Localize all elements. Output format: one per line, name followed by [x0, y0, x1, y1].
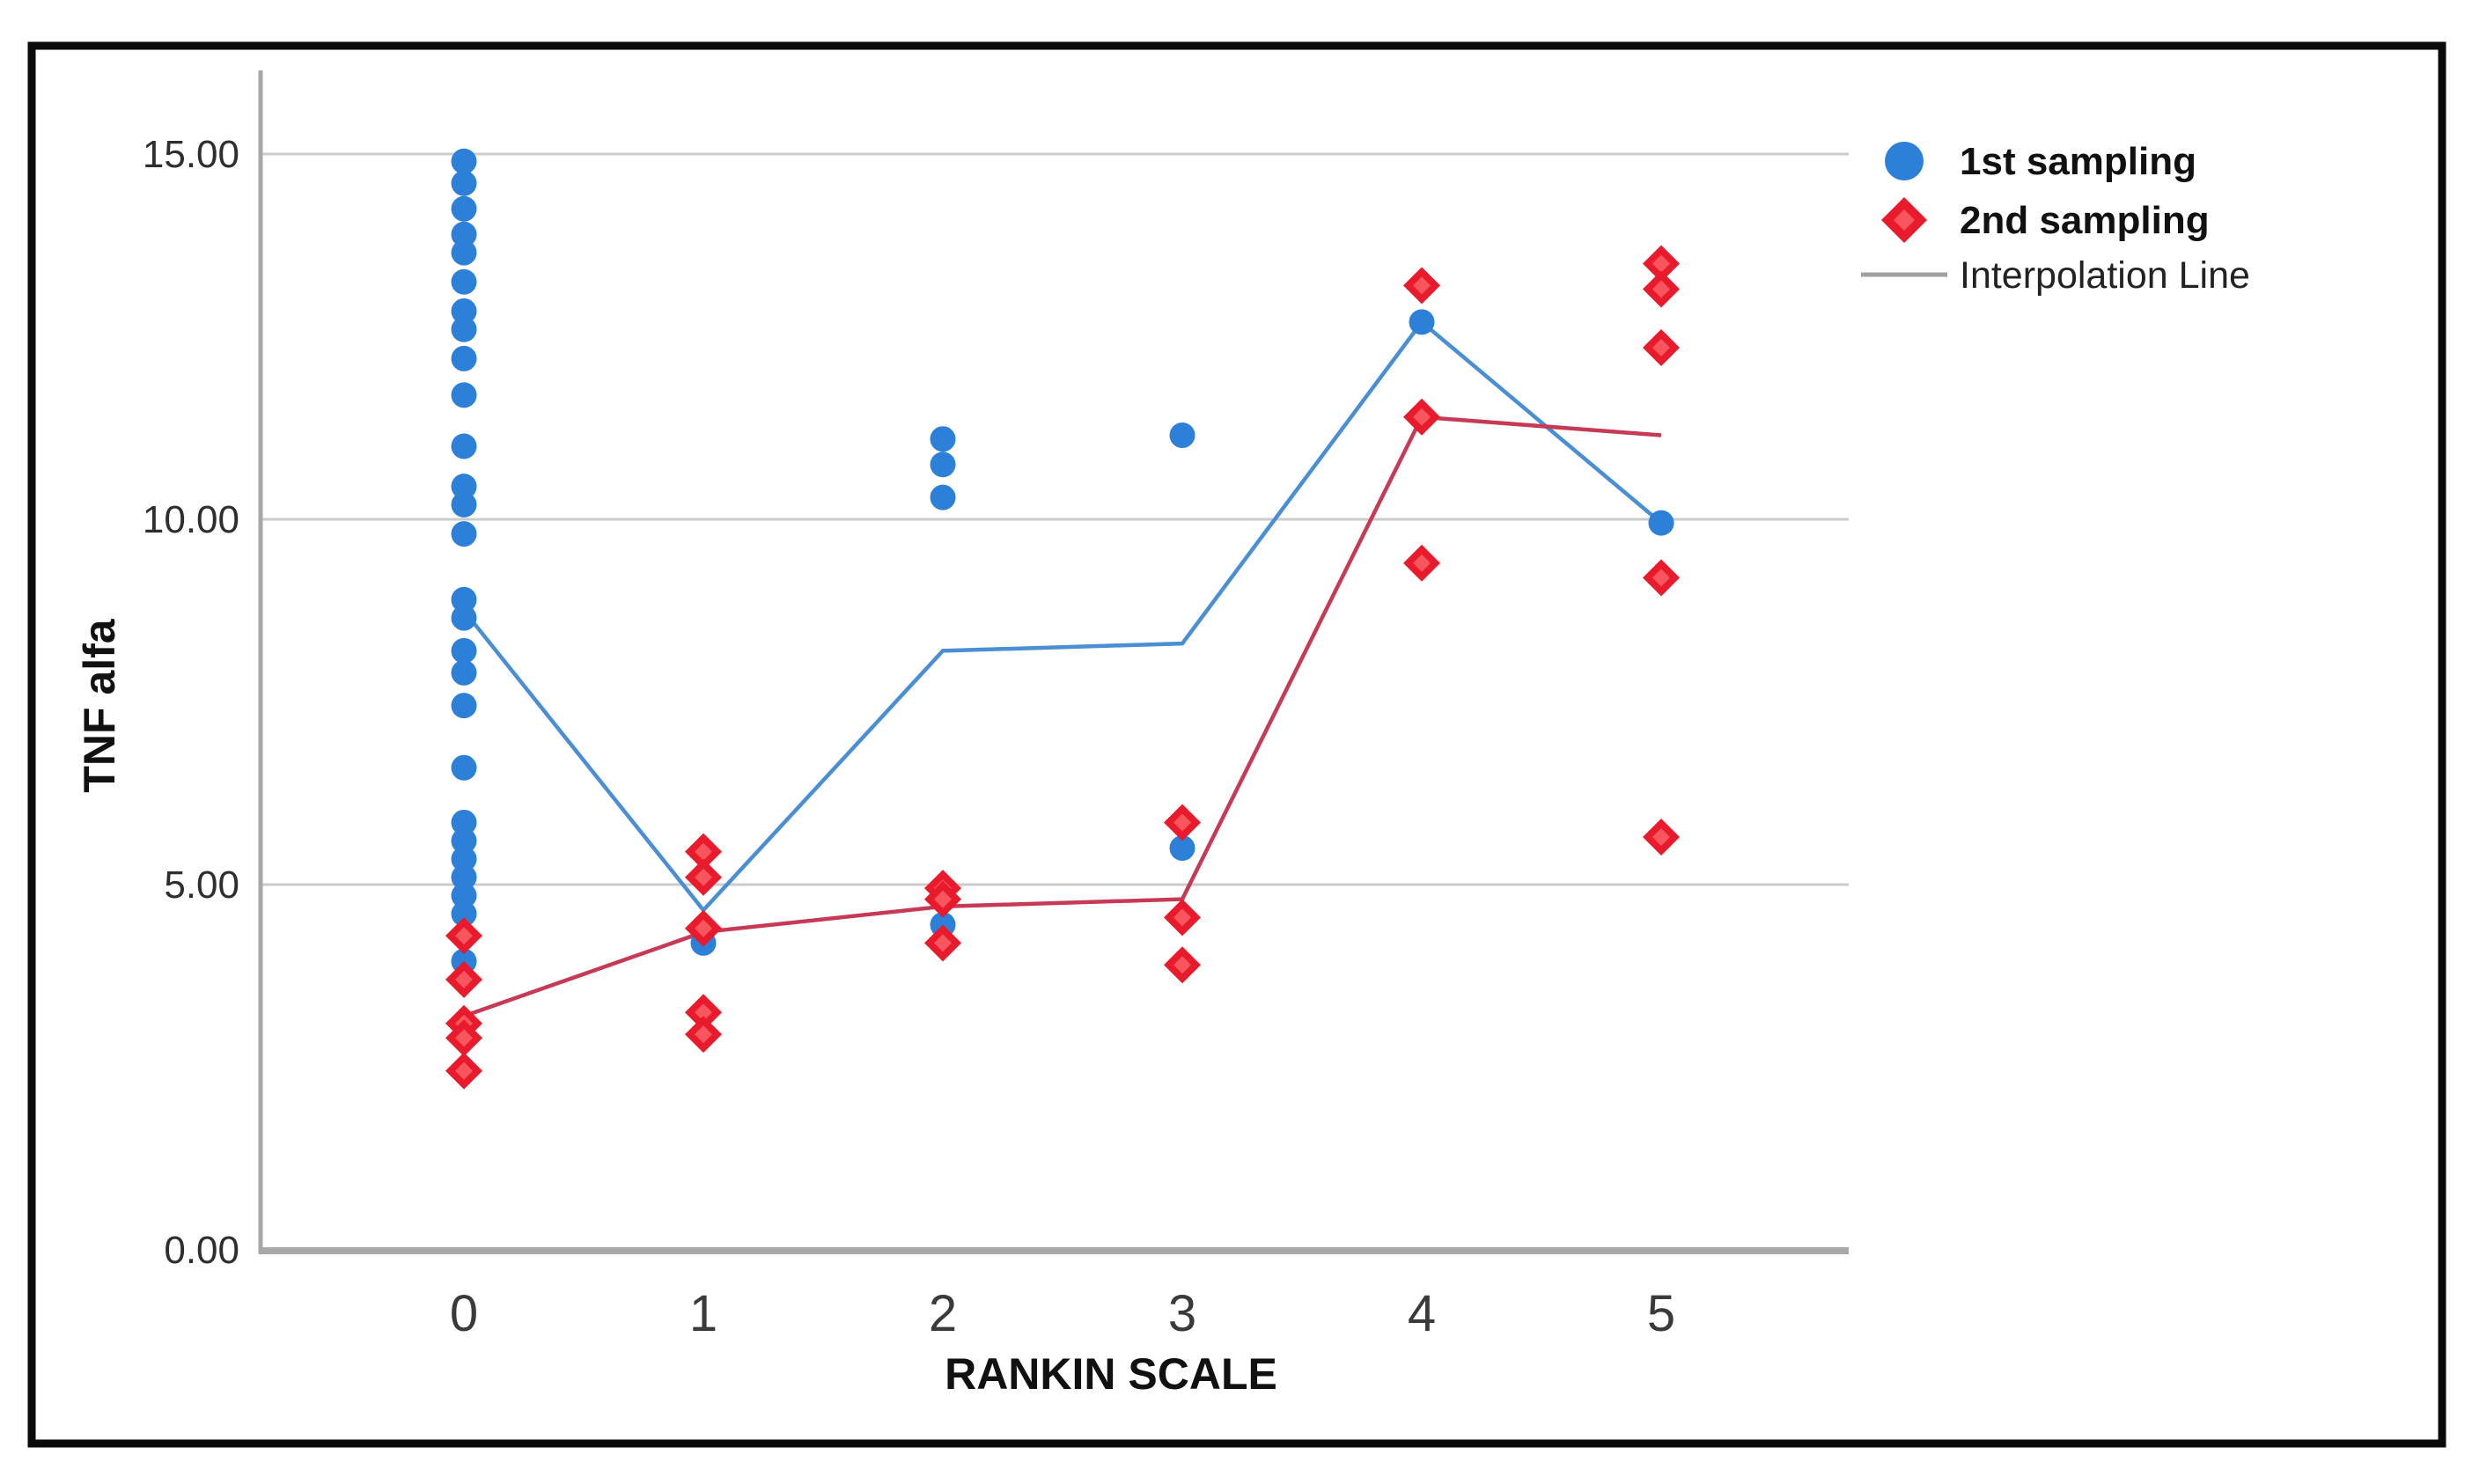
x-tick-label-1: 1: [689, 1285, 717, 1342]
data-point-2nd-sampling-inner: [455, 970, 473, 988]
data-point-1st-sampling: [451, 846, 477, 872]
data-point-2nd-sampling-inner: [934, 890, 952, 908]
data-point-2nd-sampling-inner: [1173, 813, 1191, 832]
data-point-1st-sampling: [451, 586, 477, 613]
legend-1st-sampling-marker-icon: [1885, 142, 1924, 180]
data-point-2nd-sampling-inner: [695, 919, 712, 937]
x-tick-label-0: 0: [450, 1285, 478, 1342]
legend: 1st sampling 2nd sampling Interpolation …: [1861, 140, 2250, 297]
x-tick-label-2: 2: [929, 1285, 957, 1342]
data-point-1st-sampling: [451, 605, 477, 631]
y-tick-label-10.00: 10.00: [143, 498, 239, 541]
data-point-1st-sampling: [451, 298, 477, 324]
data-point-2nd-sampling-inner: [695, 1025, 712, 1044]
x-tick-label-4: 4: [1408, 1285, 1436, 1342]
legend-label-2nd-sampling: 2nd sampling: [1960, 199, 2210, 242]
data-point-2nd-sampling-inner: [1652, 280, 1670, 298]
data-point-1st-sampling: [451, 827, 477, 854]
interpolation-line-1st-sampling: [462, 319, 1663, 914]
data-point-2nd-sampling-inner: [455, 927, 473, 945]
data-point-1st-sampling: [1169, 422, 1196, 449]
data-point-1st-sampling: [930, 452, 956, 478]
interpolation-line-2nd-sampling: [463, 415, 1662, 1018]
x-tick-labels: 0 1 2 3 4 5: [450, 1285, 1675, 1342]
y-tick-label-0.00: 0.00: [164, 1229, 239, 1272]
data-point-2nd-sampling-inner: [695, 1003, 712, 1022]
data-point-1st-sampling: [451, 195, 477, 222]
data-point-2nd-sampling-inner: [1173, 908, 1191, 927]
y-axis-title: TNF alfa: [75, 618, 124, 792]
data-point-1st-sampling: [451, 659, 477, 686]
data-point-2nd-sampling-inner: [1652, 569, 1670, 587]
data-point-1st-sampling: [451, 148, 477, 174]
data-point-1st-sampling: [451, 268, 477, 295]
x-tick-label-5: 5: [1647, 1285, 1675, 1342]
data-point-2nd-sampling-inner: [934, 934, 952, 952]
gridlines: [261, 152, 1849, 886]
data-point-1st-sampling: [451, 754, 477, 781]
data-points: [445, 148, 1680, 1090]
data-point-1st-sampling: [451, 637, 477, 664]
data-point-1st-sampling: [451, 239, 477, 266]
data-point-2nd-sampling-inner: [1173, 956, 1191, 974]
y-tick-label-15.00: 15.00: [143, 133, 239, 176]
data-point-1st-sampling: [1648, 510, 1674, 536]
data-point-2nd-sampling-inner: [1652, 254, 1670, 273]
data-point-1st-sampling: [451, 864, 477, 891]
data-point-2nd-sampling-inner: [695, 842, 712, 861]
data-point-2nd-sampling-inner: [1413, 276, 1431, 295]
x-axis-title: RANKIN SCALE: [945, 1349, 1277, 1399]
data-point-1st-sampling: [930, 426, 956, 452]
data-point-2nd-sampling-inner: [455, 1029, 473, 1047]
data-point-1st-sampling: [451, 474, 477, 500]
data-point-2nd-sampling-inner: [1413, 554, 1431, 572]
data-point-1st-sampling: [1169, 835, 1196, 861]
y-tick-labels: 0.00 5.00 10.00 15.00: [143, 133, 239, 1272]
data-point-1st-sampling: [451, 900, 477, 927]
legend-2nd-sampling-marker-icon: [1881, 197, 1927, 243]
legend-label-interpolation-line: Interpolation Line: [1960, 254, 2250, 297]
data-point-1st-sampling: [451, 491, 477, 518]
data-point-1st-sampling: [451, 882, 477, 908]
data-point-2nd-sampling-inner: [695, 868, 712, 886]
data-point-1st-sampling: [451, 433, 477, 459]
data-point-1st-sampling: [451, 170, 477, 196]
data-point-1st-sampling: [451, 521, 477, 547]
data-point-1st-sampling: [1409, 309, 1435, 335]
data-point-1st-sampling: [930, 484, 956, 511]
data-point-2nd-sampling-inner: [1652, 338, 1670, 356]
data-point-2nd-sampling-inner: [1652, 828, 1670, 847]
data-point-1st-sampling: [451, 221, 477, 247]
data-point-2nd-sampling-inner: [1413, 408, 1431, 426]
data-point-1st-sampling: [451, 693, 477, 719]
figure-border: [27, 41, 2446, 1448]
data-point-1st-sampling: [451, 345, 477, 371]
data-point-2nd-sampling-inner: [455, 1062, 473, 1080]
x-tick-label-3: 3: [1168, 1285, 1196, 1342]
data-point-1st-sampling: [451, 316, 477, 342]
legend-label-1st-sampling: 1st sampling: [1960, 140, 2196, 183]
data-point-1st-sampling: [451, 382, 477, 408]
y-tick-label-5.00: 5.00: [164, 863, 239, 907]
data-point-1st-sampling: [451, 809, 477, 835]
interpolation-lines: [462, 319, 1663, 1018]
